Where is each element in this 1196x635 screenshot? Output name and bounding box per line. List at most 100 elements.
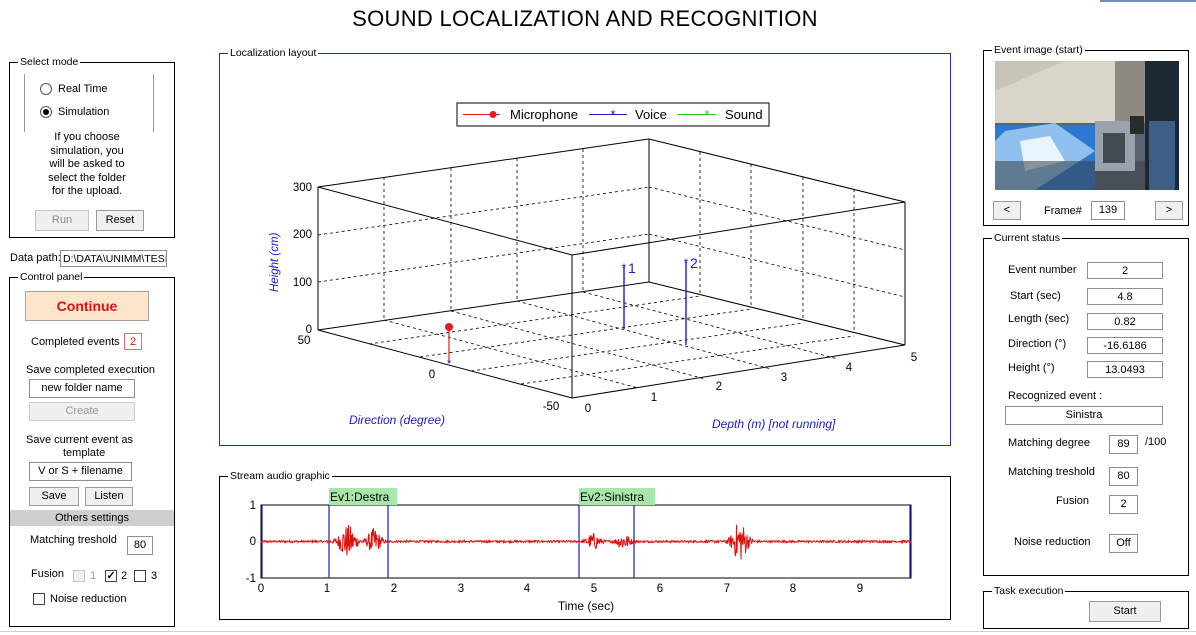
status-fusion-value: 2 xyxy=(1109,495,1138,514)
info-line: simulation, you xyxy=(50,144,124,157)
stream-audio-panel: Stream audio graphic xyxy=(219,470,951,620)
realtime-label[interactable]: Real Time xyxy=(58,83,108,95)
current-status-panel: Current status Event number 2 Start (sec… xyxy=(983,232,1189,576)
audio-x-ticks: 0 1 2 3 4 5 6 7 8 9 xyxy=(258,583,863,595)
template-name-input[interactable]: V or S + filename xyxy=(29,462,132,481)
start-button[interactable]: Start xyxy=(1089,601,1161,622)
simulation-radio[interactable] xyxy=(40,106,52,118)
frame-number-input[interactable]: 139 xyxy=(1091,201,1125,220)
height-ticks: 300 200 100 0 xyxy=(293,182,312,336)
svg-text:*: * xyxy=(447,358,452,370)
save-execution-label: Save completed execution xyxy=(26,364,156,376)
event-number-label: Event number xyxy=(1008,264,1077,276)
localization-3d-plot[interactable]: Microphone * Voice * Sound 300 xyxy=(219,53,951,446)
status-matching-treshold-value: 80 xyxy=(1109,467,1138,486)
select-mode-panel: Select mode Real Time Simulation If you … xyxy=(9,56,175,238)
height-tick: 0 xyxy=(306,324,312,336)
voice-point-label: 1 xyxy=(628,260,636,276)
simulation-label[interactable]: Simulation xyxy=(58,106,110,118)
prev-frame-button[interactable]: < xyxy=(993,201,1021,220)
radio-group-frame xyxy=(24,74,154,132)
height-tick: 100 xyxy=(293,277,312,289)
reset-button[interactable]: Reset xyxy=(96,210,144,231)
audio-waveform xyxy=(260,524,912,560)
status-noise-reduction-value: Off xyxy=(1109,534,1138,553)
audio-y-ticks: 1 0 -1 xyxy=(246,500,256,585)
height-value: 13.0493 xyxy=(1087,361,1163,378)
listen-button[interactable]: Listen xyxy=(85,487,133,506)
completed-events-label: Completed events xyxy=(31,336,120,348)
frame-label: Frame# xyxy=(1044,205,1082,217)
save-template-button[interactable]: Save xyxy=(29,487,79,506)
direction-value: -16.6186 xyxy=(1087,337,1163,354)
noise-reduction-checkbox[interactable] xyxy=(33,593,45,605)
others-settings-bar: Others settings xyxy=(10,510,174,526)
x-tick: 3 xyxy=(458,583,464,595)
fusion-1-checkbox[interactable] xyxy=(73,570,85,582)
height-label: Height (°) xyxy=(1008,362,1055,374)
event-tag-1 xyxy=(329,488,397,505)
fusion-2-checkbox[interactable]: ✓ xyxy=(105,570,117,582)
fusion-1-label: 1 xyxy=(90,570,97,582)
event-image-panel: Event image (start) xyxy=(983,44,1189,226)
page-title: SOUND LOCALIZATION AND RECOGNITION xyxy=(352,6,818,31)
x-tick: 2 xyxy=(391,583,397,595)
event-frame-image xyxy=(995,61,1179,190)
recognized-event-label: Recognized event : xyxy=(1008,390,1103,402)
direction-axis-label: Direction (degree) xyxy=(349,413,445,427)
localization-panel: Localization layout xyxy=(219,47,951,446)
info-line: will be asked to xyxy=(49,158,125,170)
save-template-label: Save current event as xyxy=(26,434,134,446)
matching-treshold-input[interactable]: 80 xyxy=(127,536,153,555)
start-label: Start (sec) xyxy=(1010,290,1061,302)
control-panel-legend: Control panel xyxy=(18,271,85,283)
plot-box xyxy=(317,138,906,399)
folder-name-input[interactable]: new folder name xyxy=(29,379,135,398)
control-panel: Control panel Continue Completed events … xyxy=(9,271,175,627)
event-number-value: 2 xyxy=(1087,262,1163,279)
status-fusion-label: Fusion xyxy=(1056,495,1090,507)
y-tick: -1 xyxy=(246,573,256,585)
sound-legend-marker: * xyxy=(704,107,709,122)
status-matching-treshold-label: Matching treshold xyxy=(1008,466,1095,478)
continue-button[interactable]: Continue xyxy=(25,291,149,321)
stream-audio-legend: Stream audio graphic xyxy=(228,470,332,482)
matching-degree-suffix: /100 xyxy=(1145,436,1167,448)
depth-tick: 5 xyxy=(911,352,917,364)
realtime-radio[interactable] xyxy=(40,83,52,95)
fusion-label: Fusion xyxy=(31,568,65,580)
svg-text:*: * xyxy=(622,261,627,275)
direction-ticks: 50 0 -50 xyxy=(298,335,560,413)
depth-tick: 3 xyxy=(781,372,787,384)
x-tick: 1 xyxy=(324,583,330,595)
voice-event-1: * 1 xyxy=(622,260,636,329)
info-line: for the upload. xyxy=(51,185,123,197)
depth-tick: 4 xyxy=(846,362,853,374)
voice-legend-marker: * xyxy=(610,107,615,122)
event-tag-2 xyxy=(579,488,655,505)
simulation-info: If you choose simulation, you will be as… xyxy=(30,131,144,199)
next-frame-button[interactable]: > xyxy=(1155,201,1183,220)
direction-tick: -50 xyxy=(543,401,560,413)
microphone-marker: * xyxy=(445,323,453,370)
microphone-legend-marker xyxy=(489,111,497,118)
info-line: select the folder xyxy=(48,171,126,184)
x-tick: 6 xyxy=(657,583,663,595)
create-button[interactable]: Create xyxy=(29,402,135,421)
depth-tick: 0 xyxy=(585,403,591,415)
top-right-tab xyxy=(1100,0,1196,2)
data-path-input[interactable]: D:\DATA\UNIMM\TESI\ xyxy=(60,250,167,267)
fusion-3-checkbox[interactable] xyxy=(134,570,146,582)
x-tick: 7 xyxy=(724,583,730,595)
y-tick: 0 xyxy=(250,536,256,548)
depth-tick: 1 xyxy=(651,392,657,404)
run-button[interactable]: Run xyxy=(35,210,89,231)
fusion-3-label: 3 xyxy=(151,570,158,582)
stream-audio-chart[interactable]: Ev1:Destra Ev2:Sinistra 1 0 -1 0 1 2 3 4… xyxy=(219,476,951,620)
voice-point-label: 2 xyxy=(690,255,698,271)
legend-sound: Sound xyxy=(725,107,763,122)
length-value: 0.82 xyxy=(1087,313,1163,330)
audio-x-label: Time (sec) xyxy=(558,599,614,613)
x-tick: 0 xyxy=(258,583,264,595)
data-path-label: Data path: xyxy=(10,252,61,264)
